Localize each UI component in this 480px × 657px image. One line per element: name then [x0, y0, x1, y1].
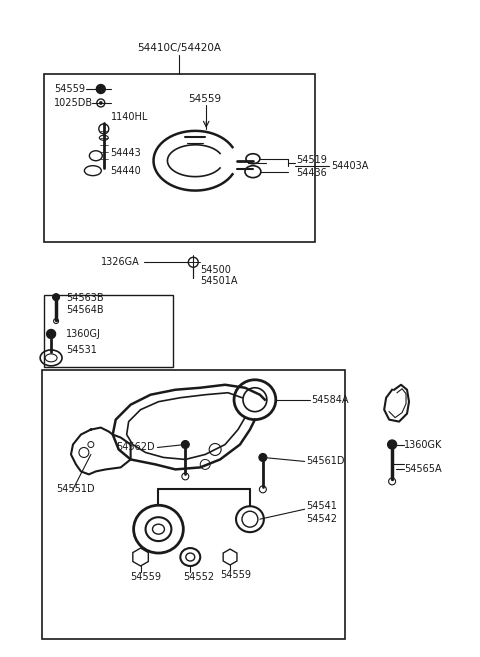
Circle shape	[99, 101, 102, 104]
Circle shape	[181, 441, 189, 449]
Bar	[44, 74, 314, 242]
Text: 54559: 54559	[131, 572, 162, 582]
Circle shape	[259, 453, 267, 461]
Text: 54564B: 54564B	[66, 305, 104, 315]
Text: 54436: 54436	[297, 168, 327, 177]
Text: 1360GJ: 1360GJ	[66, 329, 101, 339]
Text: 54403A: 54403A	[332, 161, 369, 171]
Text: 54531: 54531	[66, 345, 97, 355]
Text: 54519: 54519	[297, 154, 327, 165]
Text: 1360GK: 1360GK	[404, 440, 443, 449]
Text: 54552: 54552	[183, 572, 215, 582]
Text: 1025DB: 1025DB	[54, 98, 93, 108]
Text: 54500: 54500	[200, 265, 231, 275]
Circle shape	[53, 294, 60, 301]
Text: 54440: 54440	[110, 166, 141, 175]
Text: 54561D: 54561D	[307, 457, 345, 466]
Text: 1326GA: 1326GA	[101, 258, 140, 267]
Text: 1140HL: 1140HL	[111, 112, 148, 122]
Text: 54559: 54559	[188, 94, 221, 104]
Text: 54563B: 54563B	[66, 293, 104, 303]
Text: 54501A: 54501A	[200, 276, 238, 286]
Text: 54559: 54559	[54, 84, 85, 94]
Bar	[44, 295, 173, 367]
Circle shape	[96, 85, 105, 93]
Text: 54551D: 54551D	[56, 484, 95, 494]
Text: 54559: 54559	[220, 570, 251, 580]
Text: 54584A: 54584A	[312, 395, 349, 405]
Bar	[42, 370, 346, 639]
Text: 54443: 54443	[110, 148, 141, 158]
Text: 54541: 54541	[307, 501, 337, 511]
Text: 54542: 54542	[307, 514, 337, 524]
Circle shape	[388, 440, 396, 449]
Text: 54562D: 54562D	[116, 443, 155, 453]
Circle shape	[47, 330, 56, 338]
Text: 54565A: 54565A	[404, 464, 442, 474]
Text: 54410C/54420A: 54410C/54420A	[137, 43, 221, 53]
